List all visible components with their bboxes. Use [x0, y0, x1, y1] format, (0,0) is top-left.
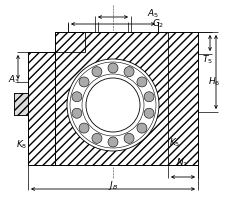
Circle shape: [136, 123, 146, 133]
Polygon shape: [28, 52, 55, 165]
Circle shape: [92, 133, 101, 143]
Circle shape: [79, 77, 89, 87]
Text: $K_5$: $K_5$: [169, 137, 180, 149]
Bar: [14, 93, 28, 115]
Text: $N_1$: $N_1$: [175, 157, 187, 169]
Circle shape: [123, 133, 134, 143]
Circle shape: [108, 137, 117, 147]
Text: $A_3$: $A_3$: [8, 74, 20, 86]
Text: $A_5$: $A_5$: [146, 8, 158, 20]
Text: $J_B$: $J_B$: [107, 178, 117, 192]
Circle shape: [72, 92, 82, 102]
Circle shape: [143, 108, 153, 118]
Circle shape: [92, 67, 101, 77]
Circle shape: [123, 67, 134, 77]
Circle shape: [79, 123, 89, 133]
Polygon shape: [55, 32, 197, 165]
Text: $H_6$: $H_6$: [207, 76, 219, 88]
Circle shape: [143, 92, 153, 102]
Text: $T_5$: $T_5$: [201, 54, 212, 66]
Text: $K_8$: $K_8$: [16, 139, 27, 151]
Circle shape: [72, 108, 82, 118]
Circle shape: [136, 77, 146, 87]
Text: $G_2$: $G_2$: [151, 18, 164, 30]
Circle shape: [67, 59, 158, 151]
Circle shape: [86, 78, 139, 132]
Circle shape: [108, 63, 117, 73]
Polygon shape: [14, 93, 28, 115]
